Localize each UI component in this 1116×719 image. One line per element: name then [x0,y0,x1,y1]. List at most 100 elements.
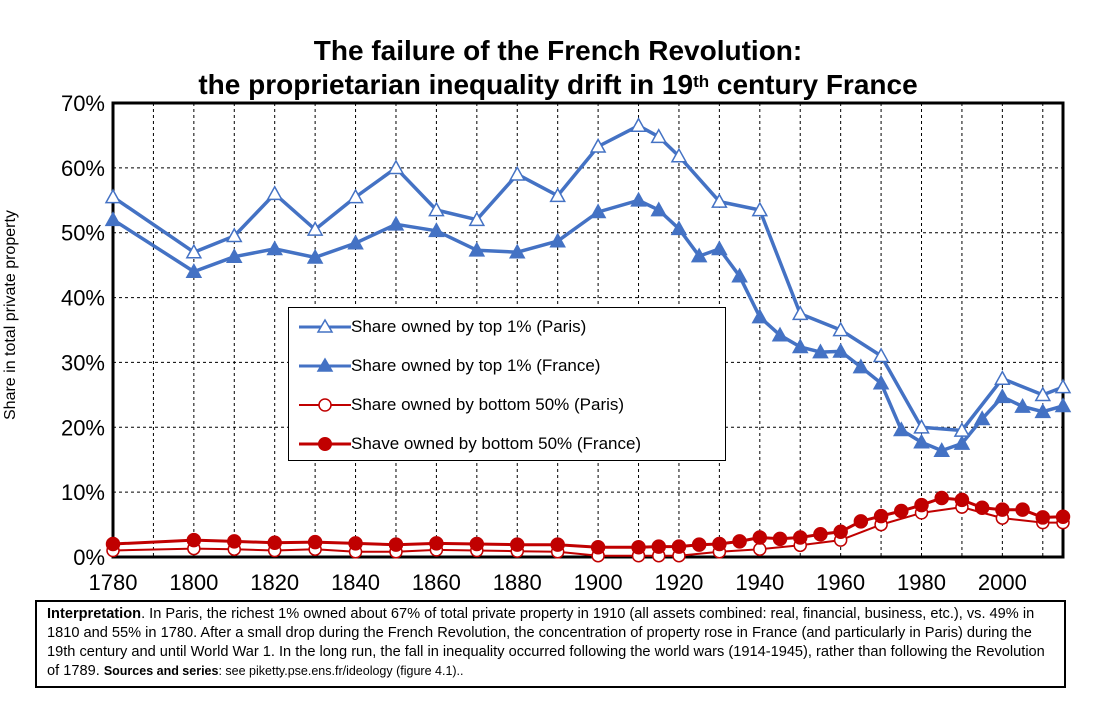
data-point-1 [306,248,324,264]
note-text: . In Paris, the richest 1% owned about 6… [47,606,1045,679]
data-point-3 [510,537,525,552]
legend-label: Share owned by top 1% (France) [351,356,601,375]
y-tick-label: 60% [61,156,105,181]
data-point-0 [387,159,405,175]
legend-marker-circle-open-icon [299,398,351,412]
data-point-0 [650,128,668,144]
data-point-3 [873,508,889,524]
data-point-1 [751,308,769,324]
series-line-1 [112,198,1064,453]
data-point-1 [994,388,1011,404]
data-point-3 [631,540,646,555]
data-point-0 [306,220,324,236]
data-point-3 [995,502,1010,517]
x-tick-label: 1860 [412,570,461,595]
data-point-1 [549,232,566,248]
data-point-3 [974,500,990,515]
data-point-0 [630,117,647,133]
data-point-3 [914,497,929,513]
legend-item-bottom50-france: Shave owned by bottom 50% (France) [289,429,725,459]
data-point-3 [227,534,242,549]
data-point-1 [832,342,849,358]
data-point-0 [589,137,607,153]
axes [111,101,1065,559]
data-point-0 [266,185,283,201]
data-point-1 [953,434,971,450]
line-chart: 0% 10% 20% 30% 40% 50% 60% 70% 1780 1800 1820 1840 1… [61,91,1072,595]
data-point-1 [670,220,688,236]
legend-marker-circle-filled-icon [299,437,351,451]
data-point-3 [813,527,828,542]
y-tick-label: 0% [73,545,105,570]
data-point-3 [388,537,404,552]
x-tick-label: 1780 [89,570,138,595]
chart-title-line2-pre: the proprietarian inequality drift in 19 [198,69,694,100]
data-point-3 [894,503,909,519]
legend-label: Share owned by top 1% (Paris) [351,317,587,336]
data-point-1 [428,222,445,238]
data-point-1 [852,358,870,374]
data-point-3 [1035,510,1051,525]
legend-item-top1-paris: Share owned by top 1% (Paris) [289,312,725,342]
data-point-1 [589,203,607,219]
data-point-3 [186,532,202,548]
data-point-0 [104,188,122,204]
y-tick-label: 30% [61,350,105,375]
data-point-3 [429,536,444,551]
plot-frame [111,101,1065,559]
data-point-3 [772,531,788,547]
data-point-3 [833,524,848,539]
data-point-0 [791,305,809,321]
data-point-1 [185,263,203,278]
data-point-3 [348,536,363,551]
data-point-3 [590,540,606,555]
legend: Share owned by top 1% (Paris) Share owne… [288,307,726,461]
legend-item-bottom50-paris: Share owned by bottom 50% (Paris) [289,390,725,420]
data-point-1 [791,338,809,354]
data-point-1 [226,248,243,264]
data-point-0 [670,147,688,163]
data-point-3 [469,536,485,552]
data-point-1 [872,374,890,390]
data-point-0 [913,418,930,434]
chart-title-line1: The failure of the French Revolution: [313,35,803,66]
x-tick-label: 2000 [978,570,1027,595]
chart-title-line2: the proprietarian inequality drift in 19… [40,68,1076,102]
data-point-1 [893,421,910,437]
y-axis-label: Share in total private property [2,210,19,420]
data-point-0 [751,201,769,217]
note-sources-text: : see piketty.pse.ens.fr/ideology (figur… [218,664,464,678]
data-point-1 [913,433,930,449]
data-point-1 [508,243,526,259]
legend-marker-triangle-filled-icon [299,357,351,372]
x-tick-label: 1920 [654,570,703,595]
data-point-1 [347,234,364,250]
data-point-1 [1034,403,1052,419]
chart-title-superscript: th [693,72,710,91]
data-point-1 [266,240,283,256]
note-sources: Sources and series: see piketty.pse.ens.… [104,664,464,678]
y-tick-label: 50% [61,221,105,246]
y-tick-label: 20% [61,415,105,440]
data-point-3 [934,490,949,506]
y-tick-label: 40% [61,286,105,311]
tick-labels: 0% 10% 20% 30% 40% 50% 60% 70% 1780 1800 1820 1840 1… [61,91,1027,595]
data-point-3 [752,530,768,545]
data-point-0 [1054,378,1072,394]
data-point-0 [185,243,203,259]
note-label: Interpretation [47,606,142,622]
series-markers [104,117,1072,563]
data-point-1 [1014,397,1031,413]
x-tick-label: 1940 [735,570,784,595]
data-point-3 [1015,502,1030,517]
data-point-0 [549,187,566,203]
data-point-1 [1054,397,1072,413]
x-tick-label: 1800 [169,570,218,595]
data-point-3 [267,535,282,550]
data-point-3 [307,534,323,550]
legend-item-top1-france: Share owned by top 1% (France) [289,351,725,381]
y-tick-label: 70% [61,91,105,116]
data-point-0 [711,193,728,208]
x-tick-label: 1880 [493,570,542,595]
data-point-1 [771,326,789,342]
